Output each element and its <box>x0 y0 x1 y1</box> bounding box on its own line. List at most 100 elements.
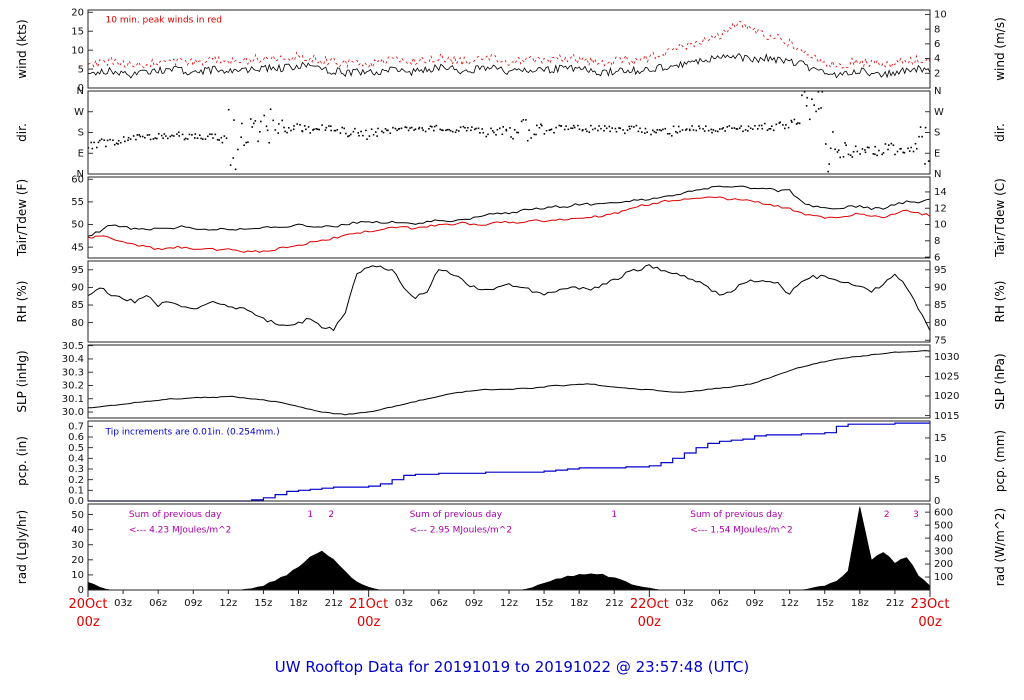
svg-text:20: 20 <box>71 7 84 18</box>
x-axis: 03z 06z 09z 12z 15z 18z 21z 03z 06z 09z 12z 15z 18z 2… <box>68 590 950 630</box>
svg-text:30.4: 30.4 <box>62 354 84 365</box>
svg-text:95: 95 <box>934 265 947 276</box>
svg-text:200: 200 <box>934 559 953 570</box>
panel-rad: 0 10 20 30 40 50 100 200 300 400 500 600 rad (Lgly/h… <box>15 503 1007 596</box>
svg-text:50: 50 <box>71 220 84 231</box>
svg-text:10: 10 <box>71 45 84 56</box>
svg-text:N: N <box>77 86 84 97</box>
svg-text:03z: 03z <box>395 598 413 609</box>
svg-text:300: 300 <box>934 546 953 557</box>
svg-text:E: E <box>934 148 940 159</box>
axis-label-left-dir: dir. <box>15 123 29 142</box>
svg-text:22Oct: 22Oct <box>630 597 669 612</box>
svg-text:00z: 00z <box>357 615 381 630</box>
svg-text:0.6: 0.6 <box>68 432 84 443</box>
svg-text:15z: 15z <box>535 598 553 609</box>
svg-text:80: 80 <box>934 318 947 329</box>
annotation: 10 min. peak winds in red <box>106 15 222 25</box>
svg-text:0.2: 0.2 <box>68 475 84 486</box>
svg-text:N: N <box>934 169 941 180</box>
svg-text:8: 8 <box>934 24 940 35</box>
svg-text:0.0: 0.0 <box>68 496 84 507</box>
annotation: 3 <box>913 510 919 520</box>
axis-label-left-slp: SLP (inHg) <box>15 350 29 412</box>
axis-label-right-rh: RH (%) <box>993 281 1007 323</box>
svg-text:1015: 1015 <box>934 411 959 422</box>
svg-text:0.4: 0.4 <box>68 454 84 465</box>
svg-text:30.0: 30.0 <box>62 407 84 418</box>
panel-frame-temp <box>87 176 931 259</box>
axis-label-right-pcp: pcp. (mm) <box>993 430 1007 492</box>
svg-text:W: W <box>934 107 944 118</box>
svg-text:45: 45 <box>71 242 84 253</box>
svg-text:10: 10 <box>934 454 947 465</box>
svg-text:21z: 21z <box>605 598 623 609</box>
svg-text:95: 95 <box>71 265 84 276</box>
panel-pcp: 0.00.10.20.30.40.50.60.7 0 5 10 15 pcp. (in) p… <box>15 420 1007 507</box>
svg-text:6: 6 <box>934 39 940 50</box>
svg-text:09z: 09z <box>184 598 202 609</box>
annotation: 1 <box>611 510 617 520</box>
svg-text:40: 40 <box>71 525 84 536</box>
panel-frame-dir <box>87 90 931 175</box>
axis-label-left-wind: wind (kts) <box>15 19 29 78</box>
svg-text:00z: 00z <box>918 615 942 630</box>
axis-label-right-rad: rad (W/m^2) <box>993 508 1007 586</box>
svg-text:03z: 03z <box>114 598 132 609</box>
panel-frame-rh <box>87 260 931 343</box>
svg-text:12: 12 <box>934 203 947 214</box>
svg-text:18z: 18z <box>290 598 308 609</box>
axis-label-right-temp: Tair/Tdew (C) <box>993 178 1007 258</box>
svg-text:15z: 15z <box>254 598 272 609</box>
annotation: Sum of previous day <box>129 510 222 520</box>
svg-text:0: 0 <box>78 585 84 596</box>
svg-text:06z: 06z <box>711 598 729 609</box>
svg-text:06z: 06z <box>430 598 448 609</box>
svg-text:85: 85 <box>71 300 84 311</box>
panel-frame-pcp <box>87 420 931 502</box>
svg-text:80: 80 <box>71 318 84 329</box>
svg-text:85: 85 <box>934 300 947 311</box>
svg-text:10: 10 <box>934 220 947 231</box>
panel-wind: 0 5 10 15 20 2 4 6 8 10 wind (kts) wind (m/s) 10 min… <box>15 7 1007 94</box>
svg-text:21Oct: 21Oct <box>349 597 388 612</box>
svg-text:30.3: 30.3 <box>62 367 84 378</box>
svg-text:30.5: 30.5 <box>62 341 84 352</box>
svg-text:1020: 1020 <box>934 391 959 402</box>
svg-text:0: 0 <box>934 496 940 507</box>
svg-text:30: 30 <box>71 540 84 551</box>
svg-text:10: 10 <box>71 570 84 581</box>
annotation: 2 <box>328 510 334 520</box>
svg-text:18z: 18z <box>570 598 588 609</box>
svg-text:5: 5 <box>78 64 84 75</box>
svg-text:15: 15 <box>934 433 947 444</box>
svg-text:8: 8 <box>934 236 940 247</box>
svg-text:400: 400 <box>934 533 953 544</box>
annotation: <--- 4.23 MJoules/m^2 <box>129 525 231 535</box>
svg-text:500: 500 <box>934 520 953 531</box>
svg-text:20Oct: 20Oct <box>68 597 107 612</box>
svg-text:12z: 12z <box>219 598 237 609</box>
annotation: Tip increments are 0.01in. (0.254mm.) <box>105 428 280 438</box>
svg-text:12z: 12z <box>781 598 799 609</box>
svg-text:23Oct: 23Oct <box>910 597 949 612</box>
axis-label-left-rad: rad (Lgly/hr) <box>15 510 29 584</box>
panel-frame-slp <box>87 344 931 419</box>
svg-text:14: 14 <box>934 187 947 198</box>
annotation: 1 <box>307 510 313 520</box>
svg-text:N: N <box>934 86 941 97</box>
svg-text:S: S <box>934 128 940 139</box>
svg-text:06z: 06z <box>149 598 167 609</box>
svg-text:09z: 09z <box>746 598 764 609</box>
svg-text:N: N <box>77 169 84 180</box>
svg-text:5: 5 <box>934 475 940 486</box>
svg-text:50: 50 <box>71 510 84 521</box>
svg-text:10: 10 <box>934 10 947 21</box>
svg-text:00z: 00z <box>638 615 662 630</box>
svg-text:E: E <box>78 148 84 159</box>
svg-text:21z: 21z <box>886 598 904 609</box>
svg-text:1025: 1025 <box>934 372 959 383</box>
